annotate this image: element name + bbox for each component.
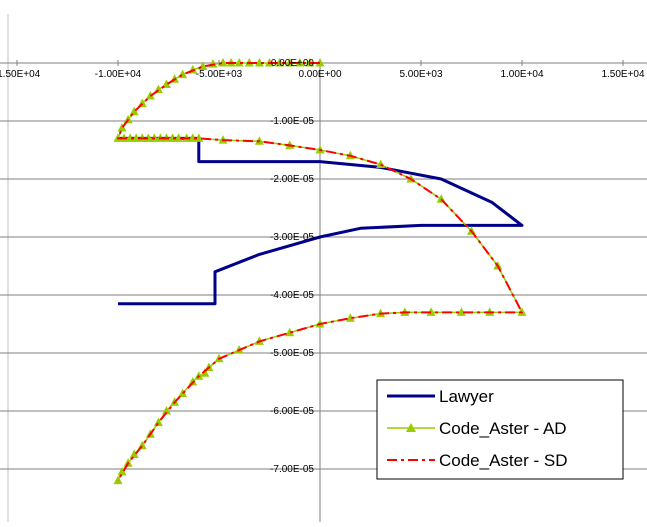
data-point-ad-25 [125,133,135,142]
data-point-ad-49 [456,307,466,316]
grid-layer [0,120,647,470]
x-tick-label-4: 5.00E+03 [399,69,443,80]
data-point-ad-26 [131,133,141,142]
y-tick-label-5: -5.00E-05 [270,348,314,359]
data-point-ad-28 [143,133,153,142]
y-tick-label-3: -3.00E-05 [270,232,314,243]
data-point-ad-50 [426,307,436,316]
data-point-ad-32 [168,133,178,142]
x-tick-label-5: 1.00E+04 [500,69,544,80]
x-tick-label-0: -1.50E+04 [0,69,41,80]
data-point-ad-62 [188,377,198,386]
y-tick-label-6: -6.00E-05 [270,406,314,417]
data-point-ad-53 [345,313,355,322]
data-point-ad-66 [153,417,163,427]
x-tick-label-2: -5.00E+03 [196,69,243,80]
legend: Lawyer Code_Aster - AD Code_Aster - SD [376,379,624,480]
series-line-lawyer [118,136,524,306]
data-point-ad-8 [234,58,244,67]
y-tick-label-7: -7.00E-05 [270,464,314,475]
data-point-ad-71 [117,466,127,476]
data-point-ad-72 [113,475,123,485]
data-point-ad-36 [194,133,204,142]
legend-label-sd: Code_Aster - SD [439,451,568,470]
legend-marker-ad [406,423,416,432]
y-tick-label-4: -4.00E-05 [270,290,314,301]
data-point-ad-65 [161,406,171,415]
x-tick-label-6: 1.50E+04 [601,69,645,80]
y-tick-label-0: 0.00E+00 [271,58,315,69]
data-point-ad-6 [254,58,264,67]
data-point-ad-22 [117,122,127,132]
data-point-ad-20 [129,106,139,116]
data-point-ad-69 [129,449,139,458]
data-point-ad-60 [200,368,210,377]
series-line-code-aster-sd [117,62,523,482]
x-tick-label-3: 0.00E+00 [298,69,342,80]
data-point-ad-35 [188,133,198,142]
x-tick-label-1: -1.00E+04 [95,69,142,80]
y-tick-label-2: -2.00E-05 [270,174,314,185]
legend-label-lawyer: Lawyer [439,387,494,406]
y-tick-label-1: -1.00E-05 [270,116,314,127]
data-point-ad-33 [174,133,184,142]
series-layer [113,58,527,485]
legend-label-ad: Code_Aster - AD [439,419,567,438]
tick-label-layer: -1.50E+04 -1.00E+04 -5.00E+03 0.00E+00 5.00E… [0,58,645,475]
data-point-ad-2 [295,58,305,67]
data-point-ad-16 [161,79,171,88]
data-point-ad-4 [275,58,285,67]
data-point-ad-55 [285,327,295,337]
data-point-ad-1 [305,58,315,67]
